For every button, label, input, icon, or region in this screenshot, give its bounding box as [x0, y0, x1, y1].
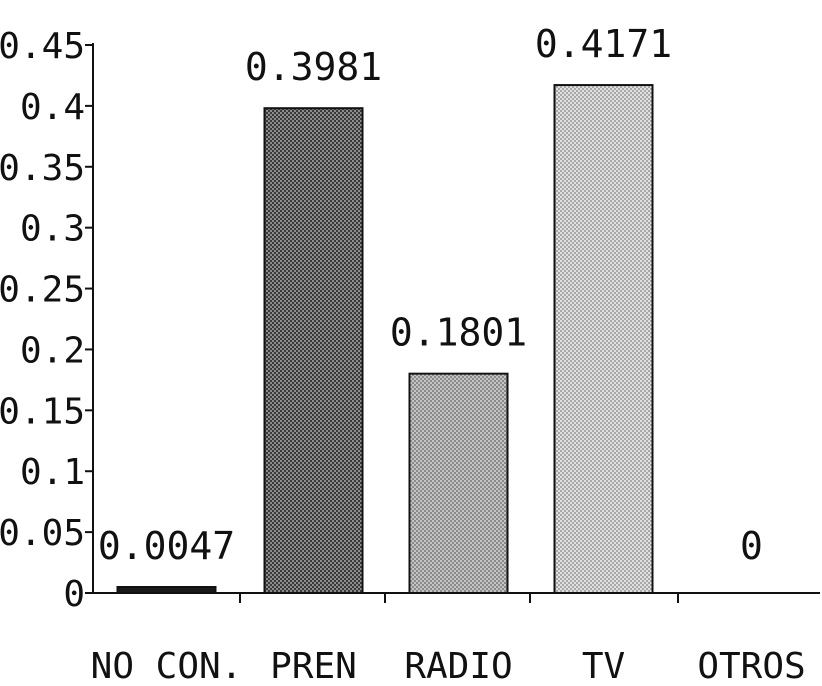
bar-radio	[408, 372, 509, 594]
y-tick-label: 0.05	[0, 513, 85, 554]
x-category-label: TV	[582, 646, 625, 686]
y-tick-label: 0.3	[20, 209, 85, 250]
y-tick-label: 0.45	[0, 26, 85, 67]
plot-area: 0 0.05 0.1 0.15 0.2 0.25 0.3 0.35 0.4 0.45 0.0047 N…	[0, 22, 820, 686]
data-label: 0.3981	[245, 45, 382, 89]
x-category-label: PREN	[270, 646, 357, 686]
data-label: 0.0047	[98, 524, 235, 568]
y-tick-label: 0	[63, 574, 85, 615]
x-category-label: RADIO	[404, 646, 512, 686]
bar-tv	[553, 84, 654, 595]
y-tick-label: 0.15	[0, 391, 85, 432]
bar-pren	[263, 107, 364, 594]
x-category-label: NO CON.	[91, 646, 243, 686]
data-label: 0	[740, 524, 763, 568]
data-label: 0.4171	[535, 22, 672, 66]
y-tick-label: 0.35	[0, 148, 85, 189]
y-tick-label: 0.25	[0, 270, 85, 311]
x-category-label: OTROS	[697, 646, 805, 686]
y-tick-label: 0.4	[20, 87, 85, 128]
y-tick-label: 0.2	[20, 330, 85, 371]
data-label: 0.1801	[390, 311, 527, 355]
y-tick-label: 0.1	[20, 452, 85, 493]
bar-nocon	[116, 586, 217, 594]
